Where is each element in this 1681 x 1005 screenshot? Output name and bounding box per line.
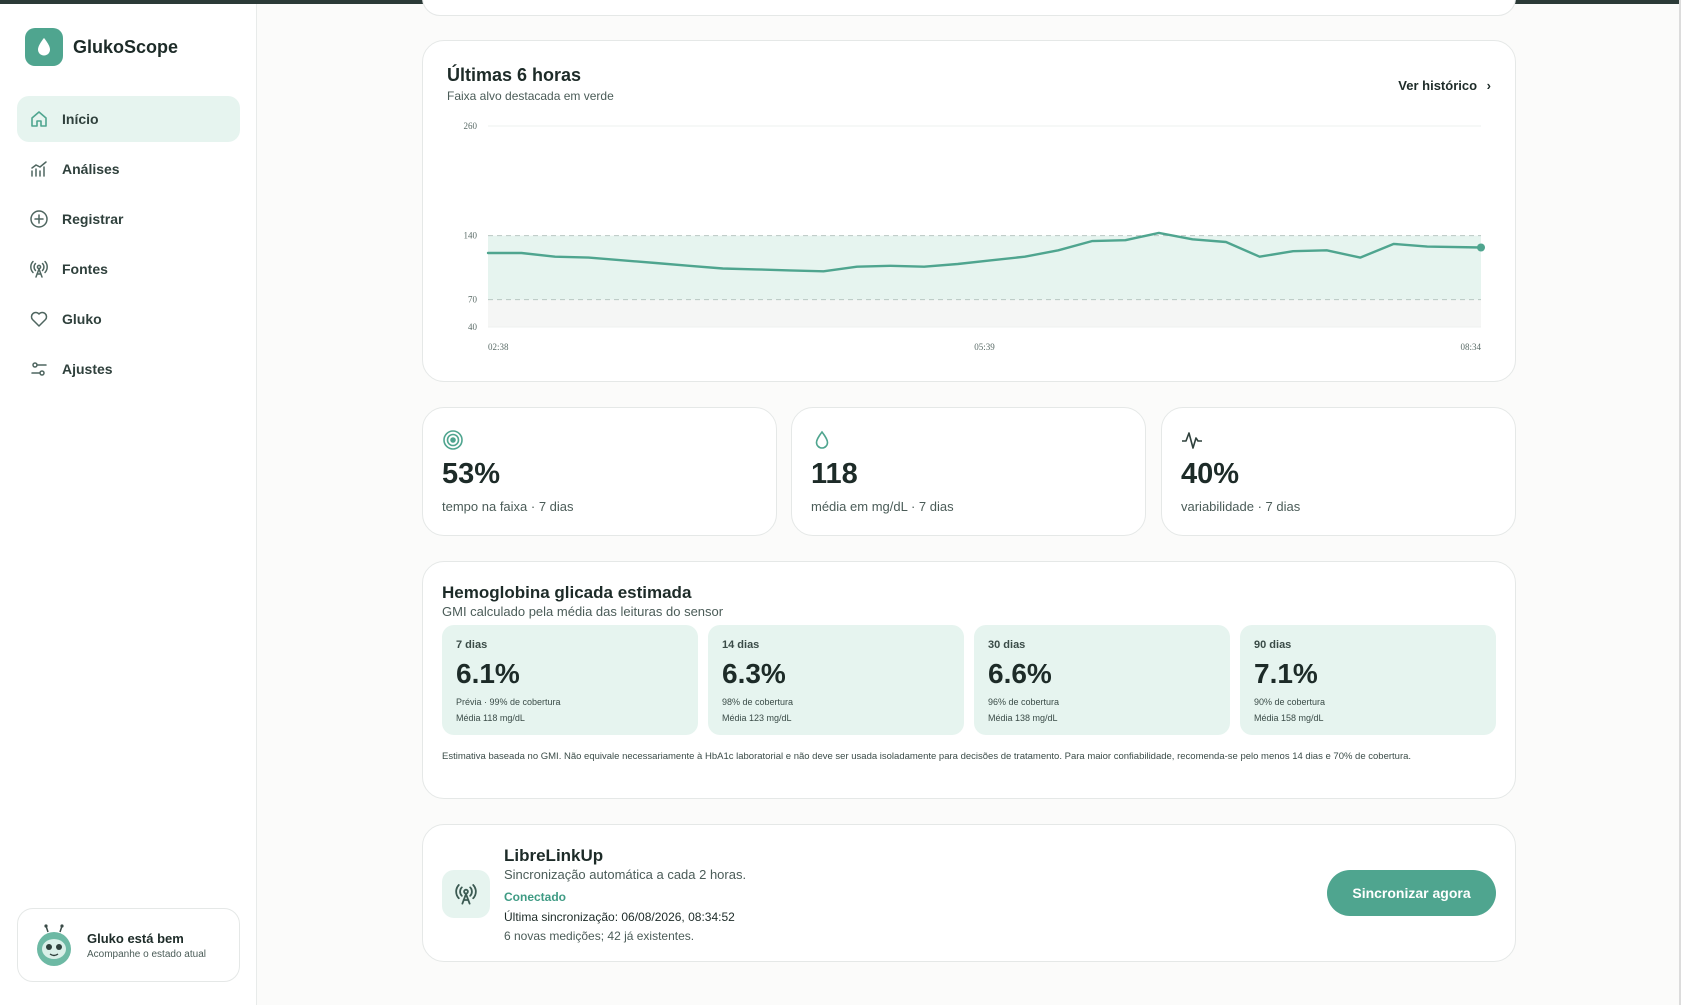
gmi-mean: Média 123 mg/dL xyxy=(722,713,792,723)
chart-title: Últimas 6 horas xyxy=(447,65,582,85)
glucose-chart-card: 260 140 70 40 02:38 05:39 08:34 Últimas 6 hora… xyxy=(422,40,1516,382)
gmi-period-14: 14 dias 6.3% 98% de cobertura Média 123 … xyxy=(708,625,964,735)
glucose-line-chart: 260 140 70 40 02:38 05:39 08:34 xyxy=(464,121,1485,352)
x-tick-label: 05:39 xyxy=(974,342,995,352)
sidebar-item-label: Fontes xyxy=(62,261,108,277)
drop-logo-icon xyxy=(25,28,63,66)
gmi-disclaimer: Estimativa baseada no GMI. Não equivale … xyxy=(442,751,1412,762)
pulse-icon xyxy=(1181,429,1203,456)
sidebar-item-gluko[interactable]: Gluko xyxy=(17,296,240,342)
gmi-period-label: 30 dias xyxy=(988,639,1026,651)
window-right-border xyxy=(1679,0,1681,1005)
stat-label: média em mg/dL · 7 dias xyxy=(811,499,954,514)
app-name: GlukoScope xyxy=(73,36,179,57)
drop-icon xyxy=(811,429,833,456)
sidebar-item-analises[interactable]: Análises xyxy=(17,146,240,192)
stat-label: tempo na faixa · 7 dias xyxy=(442,499,574,514)
sync-now-button[interactable]: Sincronizar agora xyxy=(1327,870,1496,916)
brand[interactable]: GlukoScope xyxy=(25,28,178,66)
chart-subtitle: Faixa alvo destacada em verde xyxy=(447,89,614,103)
gmi-mean: Média 118 mg/dL xyxy=(456,713,525,723)
sync-title: LibreLinkUp xyxy=(504,846,604,865)
y-tick-label: 40 xyxy=(468,322,478,332)
plus-circle-icon xyxy=(30,210,48,228)
sidebar-item-inicio[interactable]: Início xyxy=(17,96,240,142)
sync-subtitle: Sincronização automática a cada 2 horas. xyxy=(504,867,747,882)
sidebar-item-label: Registrar xyxy=(62,211,124,227)
sidebar-item-fontes[interactable]: Fontes xyxy=(17,246,240,292)
stat-card-time-in-range: 53% tempo na faixa · 7 dias xyxy=(422,407,777,536)
latest-reading-point xyxy=(1477,243,1485,252)
y-tick-label: 260 xyxy=(464,121,478,131)
stat-value: 40% xyxy=(1181,458,1240,490)
previous-card xyxy=(422,0,1516,16)
sidebar-item-label: Gluko xyxy=(62,311,102,327)
sliders-icon xyxy=(31,362,47,376)
sidebar-item-label: Análises xyxy=(62,161,120,177)
sidebar-item-label: Início xyxy=(62,111,99,127)
gmi-coverage: 90% de cobertura xyxy=(1254,697,1326,707)
mascot-avatar-icon xyxy=(37,924,71,966)
gmi-period-label: 7 dias xyxy=(456,639,488,651)
mascot-title: Gluko está bem xyxy=(87,930,184,946)
gmi-mean: Média 138 mg/dL xyxy=(988,713,1058,723)
main-nav: Início Análises Registrar Fontes Gluko A… xyxy=(17,96,240,396)
sidebar-item-label: Ajustes xyxy=(62,361,113,377)
sidebar-item-ajustes[interactable]: Ajustes xyxy=(17,346,240,392)
gmi-value: 7.1% xyxy=(1254,658,1318,689)
mascot-card[interactable]: Gluko está bem Acompanhe o estado atual xyxy=(17,908,240,982)
x-tick-label: 02:38 xyxy=(488,342,509,352)
gmi-value: 6.3% xyxy=(722,658,786,689)
stat-value: 53% xyxy=(442,458,501,490)
y-tick-label: 140 xyxy=(464,231,478,241)
sidebar-item-registrar[interactable]: Registrar xyxy=(17,196,240,242)
sync-new-readings: 6 novas medições; 42 já existentes. xyxy=(504,929,695,943)
gmi-mean: Média 158 mg/dL xyxy=(1254,713,1324,723)
x-tick-label: 08:34 xyxy=(1460,342,1481,352)
chart-icon xyxy=(31,161,47,177)
glucose-series-line xyxy=(486,231,1483,273)
sync-last-time: Última sincronização: 06/08/2026, 08:34:… xyxy=(504,910,735,924)
stat-label: variabilidade · 7 dias xyxy=(1181,499,1301,514)
chevron-right-icon: › xyxy=(1486,78,1491,93)
gmi-title: Hemoglobina glicada estimada xyxy=(442,583,692,602)
history-link[interactable]: Ver histórico › xyxy=(1398,78,1491,93)
gmi-period-label: 90 dias xyxy=(1254,639,1292,651)
gmi-value: 6.1% xyxy=(456,658,520,689)
gmi-card: Hemoglobina glicada estimada GMI calcula… xyxy=(422,561,1516,799)
mascot-subtitle: Acompanhe o estado atual xyxy=(87,948,206,960)
gmi-coverage: Prévia · 99% de cobertura xyxy=(456,697,561,707)
history-link-label: Ver histórico xyxy=(1398,78,1478,93)
sync-status-badge: Conectado xyxy=(504,890,567,904)
gmi-period-90: 90 dias 7.1% 90% de cobertura Média 158 … xyxy=(1240,625,1496,735)
librelinkup-card: LibreLinkUp Sincronização automática a c… xyxy=(422,824,1516,962)
antenna-icon xyxy=(30,260,48,278)
y-tick-label: 70 xyxy=(468,295,478,305)
gmi-subtitle: GMI calculado pela média das leituras do… xyxy=(442,604,724,619)
stat-value: 118 xyxy=(811,458,858,490)
target-icon xyxy=(442,429,464,456)
gmi-value: 6.6% xyxy=(988,658,1052,689)
gmi-coverage: 96% de cobertura xyxy=(988,697,1060,707)
below-range-band xyxy=(488,299,1481,327)
target-range-band xyxy=(488,235,1481,300)
heart-icon xyxy=(30,311,48,327)
stat-card-mean-glucose: 118 média em mg/dL · 7 dias xyxy=(791,407,1146,536)
gmi-period-7: 7 dias 6.1% Prévia · 99% de cobertura Mé… xyxy=(442,625,698,735)
gmi-period-30: 30 dias 6.6% 96% de cobertura Média 138 … xyxy=(974,625,1230,735)
gmi-coverage: 98% de cobertura xyxy=(722,697,794,707)
antenna-icon xyxy=(442,870,490,918)
gmi-period-label: 14 dias xyxy=(722,639,760,651)
home-icon xyxy=(31,111,47,127)
sidebar: GlukoScope Início Análises Registrar Fon… xyxy=(0,4,257,1005)
stat-card-variability: 40% variabilidade · 7 dias xyxy=(1161,407,1516,536)
